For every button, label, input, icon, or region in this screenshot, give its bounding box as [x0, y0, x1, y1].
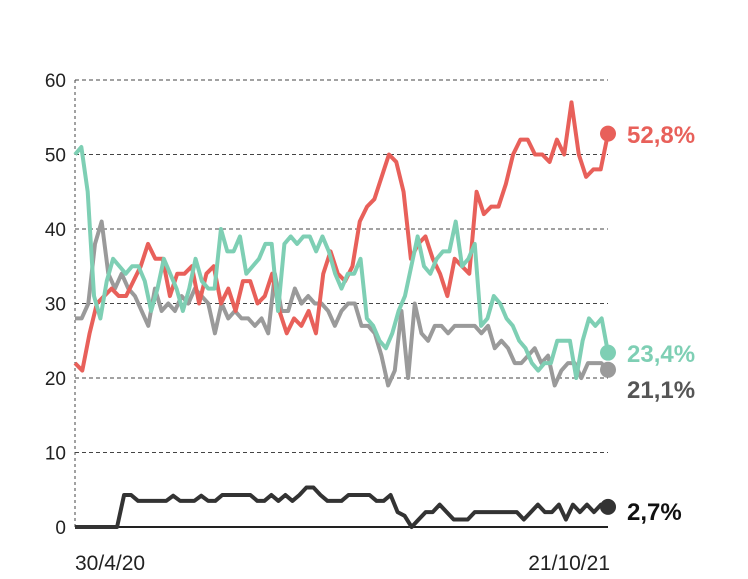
end-label-gray: 21,1%: [627, 377, 695, 404]
y-tick-label: 60: [45, 71, 66, 92]
series-line-gray: [75, 219, 610, 388]
y-tick-label: 30: [45, 295, 66, 316]
end-label-green: 23,4%: [627, 341, 695, 368]
y-tick-label: 40: [45, 220, 66, 241]
series-line-red: [73, 100, 610, 373]
y-tick-label: 50: [45, 146, 66, 167]
end-marker-black: [600, 498, 616, 515]
y-tick-label: 10: [45, 444, 66, 465]
end-label-red: 52,8%: [627, 122, 695, 149]
series-line-green: [73, 145, 610, 380]
series-end-markers: 21,1% 52,8% 23,4% 2,7%: [600, 122, 695, 526]
x-tick-end: 21/10/21: [528, 552, 610, 575]
y-axis-ticks: 0 10 20 30 40 50 60: [45, 71, 66, 539]
series-line-black: [75, 485, 609, 529]
y-tick-label: 0: [55, 518, 66, 539]
end-label-black: 2,7%: [627, 499, 682, 526]
end-marker-green: [600, 344, 616, 361]
end-marker-gray: [600, 361, 616, 378]
series-lines: [73, 100, 610, 529]
y-tick-label: 20: [45, 369, 66, 390]
x-tick-start: 30/4/20: [75, 552, 145, 575]
gridlines: [74, 79, 608, 528]
end-marker-red: [600, 125, 616, 142]
